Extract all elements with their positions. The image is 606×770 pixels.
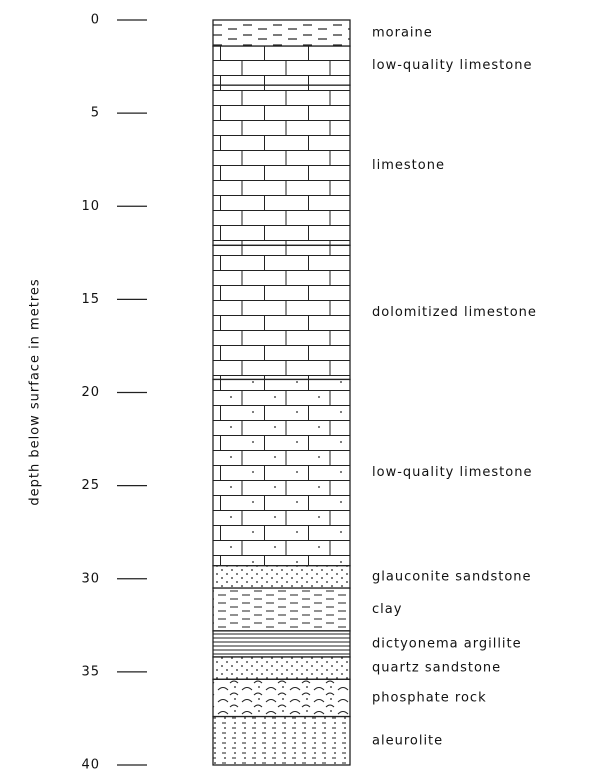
layer — [213, 588, 350, 631]
layer-label: phosphate rock — [372, 690, 487, 705]
layer-label: clay — [372, 602, 402, 617]
layer-label: low-quality limestone — [372, 465, 532, 480]
layer-label: limestone — [372, 158, 445, 173]
layer-label: dolomitized limestone — [372, 305, 537, 320]
layer — [213, 245, 350, 379]
layer — [213, 631, 350, 657]
layer — [213, 679, 350, 716]
layer-label: aleurolite — [372, 733, 443, 748]
layer — [213, 46, 350, 85]
tick-label: 30 — [81, 571, 100, 586]
layer — [213, 717, 350, 765]
tick-label: 10 — [81, 199, 100, 214]
tick-label: 0 — [91, 13, 100, 28]
layer-label: dictyonema argillite — [372, 636, 522, 651]
layer — [213, 20, 350, 46]
tick-label: 40 — [81, 758, 100, 770]
layer-label: moraine — [372, 26, 433, 41]
layer-label: glauconite sandstone — [372, 569, 532, 584]
layer — [213, 379, 350, 565]
layer — [213, 657, 350, 679]
layer-label: low-quality limestone — [372, 58, 532, 73]
stratigraphic-column: depth below surface in metres 0 5 10 15 20 25… — [0, 0, 606, 770]
tick-label: 25 — [81, 478, 100, 493]
axis-label: depth below surface in metres — [28, 278, 43, 505]
tick-label: 20 — [81, 385, 100, 400]
layer — [213, 566, 350, 588]
tick-label: 15 — [81, 292, 100, 307]
tick-label: 35 — [81, 664, 100, 679]
layer-label: quartz sandstone — [372, 661, 501, 676]
layer — [213, 85, 350, 245]
tick-label: 5 — [91, 106, 100, 121]
